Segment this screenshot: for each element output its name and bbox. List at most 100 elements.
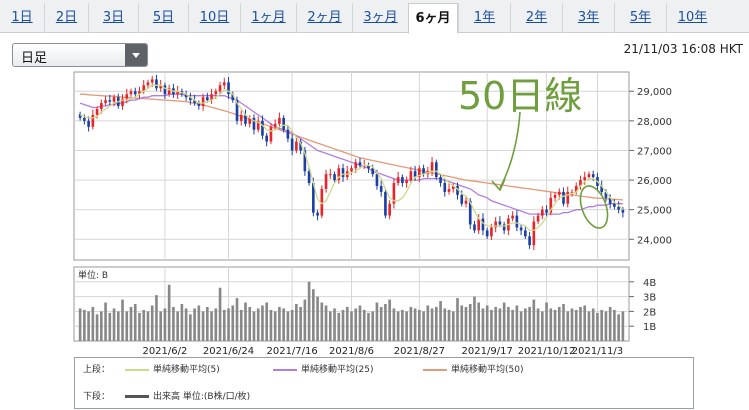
candle-body [401, 177, 404, 184]
candle-body [235, 100, 239, 121]
ma5-swatch [125, 368, 149, 371]
tab-6[interactable]: 2ヶ月 [296, 3, 352, 33]
candle-body [155, 79, 158, 89]
volume-bar [367, 312, 370, 341]
candle-body [485, 230, 489, 237]
volume-bar [456, 298, 459, 341]
candle-body [392, 183, 396, 204]
volume-bar [557, 306, 561, 341]
volume-bar [333, 308, 336, 341]
chevron-down-icon[interactable] [125, 44, 147, 66]
volume-bar [596, 312, 599, 341]
tab-13[interactable]: 10年 [666, 3, 718, 33]
volume-bar [337, 312, 341, 341]
tab-11[interactable]: 3年 [562, 3, 614, 33]
candle-body [282, 117, 285, 130]
candle-body [583, 177, 587, 181]
volume-bar [159, 311, 163, 341]
candle-body [358, 162, 362, 166]
volume-bar [206, 306, 209, 341]
tab-10[interactable]: 2年 [510, 3, 562, 33]
date-tick-label: 2021/8/27 [394, 346, 445, 357]
tab-5[interactable]: 1ヶ月 [240, 3, 296, 33]
candle-body [439, 177, 442, 184]
volume-bar [312, 289, 315, 341]
volume-bar [379, 306, 383, 341]
date-tick-label: 2021/7/16 [266, 346, 317, 357]
candle-body [532, 221, 536, 246]
candle-body [303, 150, 307, 172]
candle-body [312, 183, 315, 213]
volume-bar [426, 305, 430, 341]
volume-bar [532, 299, 536, 341]
legend-volume-label: 出来高 単位:(B株/口/枚) [153, 392, 251, 402]
volume-bar [116, 311, 120, 341]
candle-body [163, 85, 167, 95]
candle-body [129, 91, 133, 95]
candle-body [184, 94, 188, 98]
volume-bar [328, 311, 332, 341]
candle-body [451, 185, 455, 189]
candle-body [252, 117, 256, 130]
candle-body [231, 94, 235, 101]
volume-bar [405, 311, 408, 341]
volume-bar [570, 308, 574, 341]
volume-bar [562, 304, 565, 341]
volume-bar [307, 281, 311, 341]
candle-body [604, 191, 608, 198]
volume-bar [214, 308, 218, 341]
volume-bar [485, 305, 489, 341]
volume-bar [244, 302, 247, 341]
date-tick-label: 2021/8/6 [329, 346, 374, 357]
tab-4[interactable]: 10日 [188, 3, 240, 33]
legend-ma5-label: 単純移動平均(5) [153, 365, 220, 375]
volume-unit-label: 単位: B [78, 269, 108, 281]
candle-body [375, 174, 379, 186]
volume-bar [608, 306, 612, 341]
candle-body [570, 191, 574, 193]
candle-body [490, 227, 493, 237]
volume-bar [108, 312, 112, 341]
candle-body [316, 212, 319, 216]
volume-bar [613, 309, 616, 341]
volume-bar [481, 308, 485, 341]
tab-2[interactable]: 3日 [88, 3, 138, 33]
tab-8[interactable]: 6ヶ月 [408, 3, 458, 34]
candle-body [333, 174, 336, 181]
tab-0[interactable]: 1日 [11, 10, 33, 25]
chart-period-select[interactable]: 日足 [12, 43, 148, 67]
ma5-layer [79, 84, 624, 232]
tab-7[interactable]: 3ヶ月 [352, 3, 408, 33]
volume-bar [273, 311, 277, 341]
volume-bar [392, 308, 396, 341]
volume-bar [193, 308, 196, 341]
volume-bar [553, 309, 557, 341]
annotation-50day-label: 50日線 [458, 74, 582, 118]
volume-bar [519, 311, 523, 341]
volume-bar [545, 302, 548, 341]
candle-body [379, 185, 383, 192]
ma50-swatch [423, 368, 447, 371]
tab-1[interactable]: 2日 [44, 3, 88, 33]
candle-body [210, 94, 213, 101]
volume-bar [125, 311, 129, 341]
candle-body [206, 97, 209, 101]
candle-body [201, 97, 205, 107]
candle-body [608, 197, 612, 204]
tab-12[interactable]: 5年 [614, 3, 666, 33]
volume-bar [604, 311, 608, 341]
candle-body [87, 120, 90, 127]
tab-3[interactable]: 5日 [138, 3, 188, 33]
volume-bar [95, 314, 99, 341]
legend-ma5: 単純移動平均(5) [125, 363, 220, 377]
candle-body [265, 135, 269, 142]
tab-9[interactable]: 1年 [458, 3, 510, 33]
candle-body [176, 91, 179, 95]
candle-body [617, 206, 620, 210]
legend-upper-label: 上段： [83, 365, 111, 375]
volume-bar [536, 308, 540, 341]
volume-bar [468, 304, 472, 341]
candle-body [600, 185, 603, 192]
volume-bar [163, 308, 167, 341]
volume-bar [235, 298, 239, 341]
